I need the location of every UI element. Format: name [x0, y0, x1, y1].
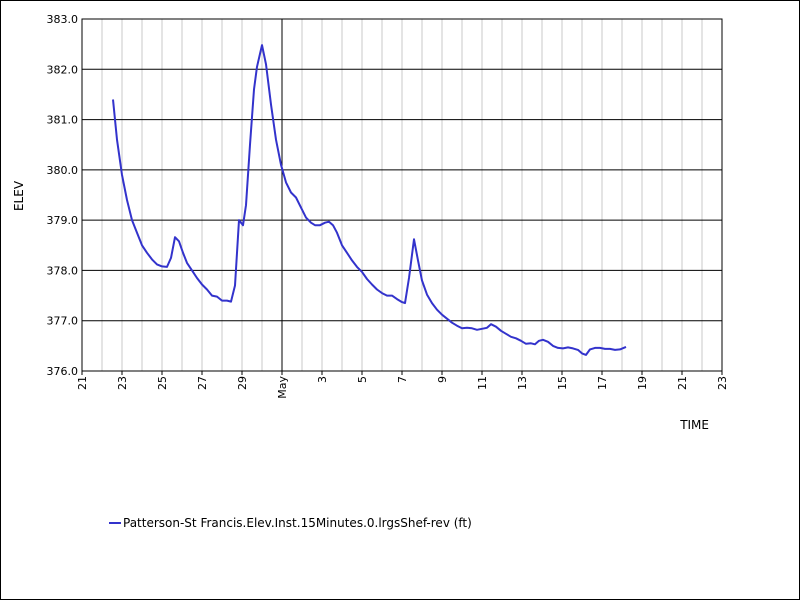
legend: Patterson-St Francis.Elev.Inst.15Minutes…: [109, 516, 472, 530]
x-tick-label: 13: [516, 376, 529, 390]
series-line: [112, 44, 627, 356]
x-tick-label: 23: [716, 376, 729, 390]
x-tick-label: 3: [316, 376, 329, 383]
x-tick-label: 21: [676, 376, 689, 390]
x-tick-label: 19: [636, 376, 649, 390]
x-tick-label: 29: [236, 376, 249, 390]
y-tick-label: 378.0: [47, 264, 79, 277]
axes: 376.0 377.0 378.0 379.0 380.0 381.0 382.0 383.0…: [47, 13, 730, 399]
x-tick-label: May: [276, 376, 289, 399]
x-tick-label: 9: [436, 376, 449, 383]
x-tick-label: 15: [556, 376, 569, 390]
x-tick-label: 23: [116, 376, 129, 390]
y-tick-label: 380.0: [47, 164, 79, 177]
y-axis-title: ELEV: [12, 180, 26, 211]
x-tick-label: 5: [356, 376, 369, 383]
grid: [82, 19, 722, 371]
x-tick-label: 17: [596, 376, 609, 390]
legend-entry-label: Patterson-St Francis.Elev.Inst.15Minutes…: [123, 516, 472, 530]
series-layer: [112, 44, 627, 356]
y-tick-label: 381.0: [47, 114, 79, 127]
x-tick-label: 27: [196, 376, 209, 390]
x-tick-label: 21: [76, 376, 89, 390]
y-tick-label: 382.0: [47, 63, 79, 76]
y-tick-label: 383.0: [47, 13, 79, 26]
y-tick-label: 377.0: [47, 315, 79, 328]
y-tick-label: 376.0: [47, 365, 79, 378]
x-axis-title: TIME: [679, 418, 709, 432]
x-tick-label: 11: [476, 376, 489, 390]
x-tick-label: 25: [156, 376, 169, 390]
y-tick-label: 379.0: [47, 214, 79, 227]
x-tick-label: 7: [396, 376, 409, 383]
